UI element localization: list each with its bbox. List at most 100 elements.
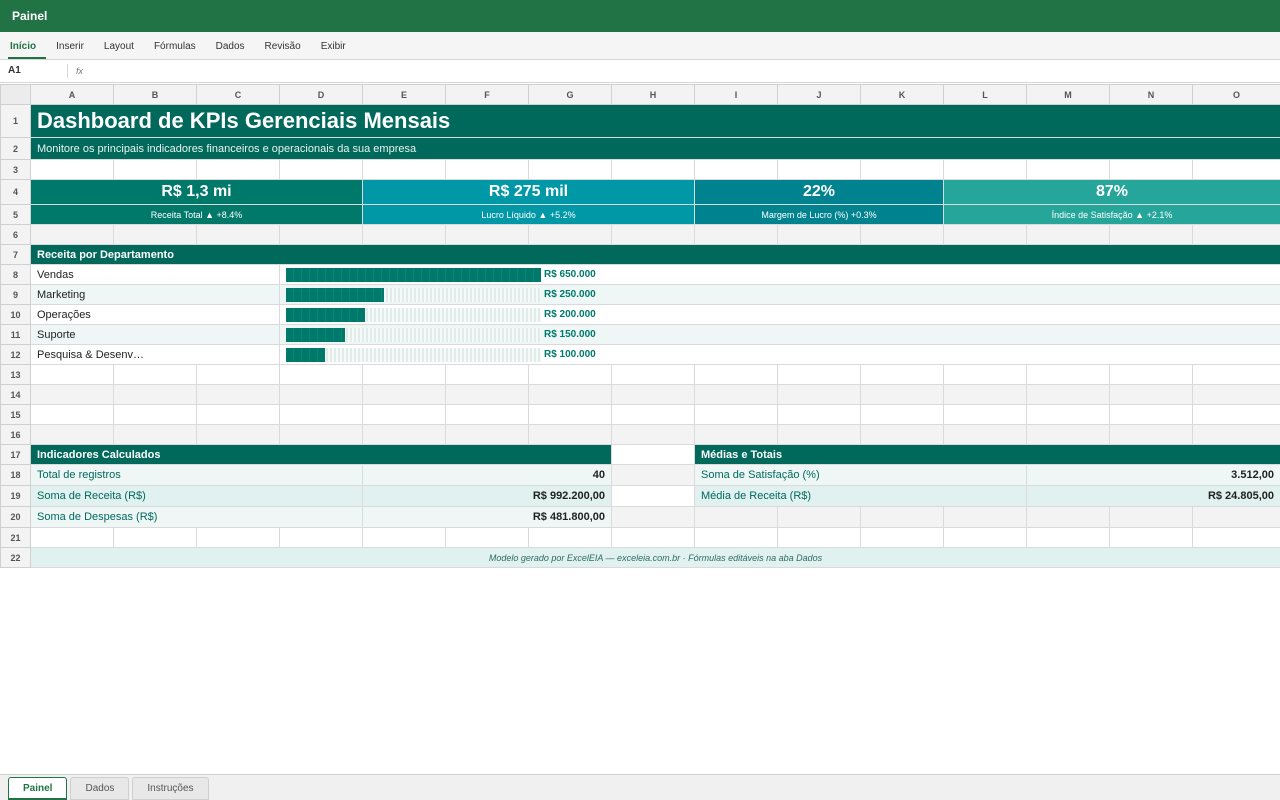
indicator-value[interactable]: R$ 992.200,00 <box>362 485 612 507</box>
sheet-tab-painel[interactable]: Painel <box>8 777 68 800</box>
row-header[interactable]: 5 <box>0 204 31 225</box>
column-header[interactable]: J <box>777 84 861 105</box>
cell[interactable] <box>611 444 695 465</box>
department-bar-cell[interactable]: R$ 250.000 <box>279 284 1280 305</box>
row-header[interactable]: 16 <box>0 424 31 445</box>
cell[interactable] <box>777 404 861 425</box>
kpi-value-margem[interactable]: 22% <box>694 179 944 205</box>
row-header[interactable]: 18 <box>0 464 31 486</box>
department-bar-cell[interactable]: R$ 200.000 <box>279 304 1280 325</box>
cell[interactable] <box>528 224 612 245</box>
cell[interactable] <box>362 527 446 548</box>
select-all-corner[interactable] <box>0 84 31 105</box>
cell[interactable] <box>445 364 529 385</box>
cell[interactable] <box>611 404 695 425</box>
cell[interactable] <box>777 384 861 405</box>
cell[interactable] <box>860 224 944 245</box>
column-header[interactable]: H <box>611 84 695 105</box>
cell[interactable] <box>694 159 778 180</box>
cell[interactable] <box>1109 364 1193 385</box>
indicators-heading[interactable]: Indicadores Calculados <box>30 444 612 465</box>
row-header[interactable]: 1 <box>0 104 31 138</box>
cell[interactable] <box>528 424 612 445</box>
name-box[interactable]: A1 <box>0 64 68 78</box>
cell[interactable] <box>1109 424 1193 445</box>
cell[interactable] <box>30 364 114 385</box>
cell[interactable] <box>30 384 114 405</box>
row-header[interactable]: 20 <box>0 506 31 528</box>
cell[interactable] <box>1026 159 1110 180</box>
cell[interactable] <box>611 424 695 445</box>
cell[interactable] <box>611 224 695 245</box>
row-header[interactable]: 13 <box>0 364 31 385</box>
kpi-label-satisfacao[interactable]: Índice de Satisfação ▲ +2.1% <box>943 204 1280 225</box>
indicator-label[interactable]: Total de registros <box>30 464 363 486</box>
row-header[interactable]: 2 <box>0 137 31 160</box>
cell[interactable] <box>113 159 197 180</box>
ribbon-tab-formulas[interactable]: Fórmulas <box>153 41 196 52</box>
department-label[interactable]: Vendas <box>30 264 280 285</box>
cell[interactable] <box>1026 404 1110 425</box>
cell[interactable] <box>777 159 861 180</box>
cell[interactable] <box>860 364 944 385</box>
kpi-label-receita[interactable]: Receita Total ▲ +8.4% <box>30 204 363 225</box>
footer-note[interactable]: Modelo gerado por ExcelEIA — exceleia.co… <box>30 547 1280 568</box>
cell[interactable] <box>860 506 944 528</box>
cell[interactable] <box>113 424 197 445</box>
cell[interactable] <box>943 527 1027 548</box>
cell[interactable] <box>362 404 446 425</box>
cell[interactable] <box>362 364 446 385</box>
cell[interactable] <box>611 506 695 528</box>
cell[interactable] <box>943 384 1027 405</box>
cell[interactable] <box>943 404 1027 425</box>
indicator-value[interactable]: 40 <box>362 464 612 486</box>
cell[interactable] <box>1026 424 1110 445</box>
row-header[interactable]: 17 <box>0 444 31 465</box>
cell[interactable] <box>1192 424 1280 445</box>
column-header[interactable]: L <box>943 84 1027 105</box>
row-header[interactable]: 12 <box>0 344 31 365</box>
cell[interactable] <box>1109 384 1193 405</box>
cell[interactable] <box>279 159 363 180</box>
row-header[interactable]: 14 <box>0 384 31 405</box>
kpi-value-satisfacao[interactable]: 87% <box>943 179 1280 205</box>
column-header[interactable]: N <box>1109 84 1193 105</box>
column-header[interactable]: D <box>279 84 363 105</box>
department-label[interactable]: Pesquisa & Desenv… <box>30 344 280 365</box>
kpi-value-lucro[interactable]: R$ 275 mil <box>362 179 695 205</box>
row-header[interactable]: 8 <box>0 264 31 285</box>
row-header[interactable]: 21 <box>0 527 31 548</box>
cell[interactable] <box>1026 506 1110 528</box>
department-label[interactable]: Marketing <box>30 284 280 305</box>
cell[interactable] <box>611 364 695 385</box>
cell[interactable] <box>445 404 529 425</box>
department-bar-cell[interactable]: R$ 100.000 <box>279 344 1280 365</box>
cell[interactable] <box>362 384 446 405</box>
column-header[interactable]: K <box>860 84 944 105</box>
column-header[interactable]: F <box>445 84 529 105</box>
department-bar-cell[interactable]: R$ 650.000 <box>279 264 1280 285</box>
cell[interactable] <box>113 527 197 548</box>
row-header[interactable]: 7 <box>0 244 31 265</box>
cell[interactable] <box>445 424 529 445</box>
cell[interactable] <box>694 527 778 548</box>
cell[interactable] <box>30 159 114 180</box>
average-value[interactable]: R$ 24.805,00 <box>1026 485 1280 507</box>
cell[interactable] <box>694 384 778 405</box>
cell[interactable] <box>279 224 363 245</box>
row-header[interactable]: 11 <box>0 324 31 345</box>
cell[interactable] <box>694 224 778 245</box>
department-label[interactable]: Suporte <box>30 324 280 345</box>
average-value[interactable]: 3.512,00 <box>1026 464 1280 486</box>
cell[interactable] <box>860 527 944 548</box>
column-header[interactable]: M <box>1026 84 1110 105</box>
cell[interactable] <box>528 364 612 385</box>
cell[interactable] <box>611 159 695 180</box>
row-header[interactable]: 9 <box>0 284 31 305</box>
dashboard-title[interactable]: Dashboard de KPIs Gerenciais Mensais <box>30 104 1280 138</box>
cell[interactable] <box>1026 527 1110 548</box>
cell[interactable] <box>1192 224 1280 245</box>
cell[interactable] <box>196 364 280 385</box>
cell[interactable] <box>30 404 114 425</box>
department-label[interactable]: Operações <box>30 304 280 325</box>
